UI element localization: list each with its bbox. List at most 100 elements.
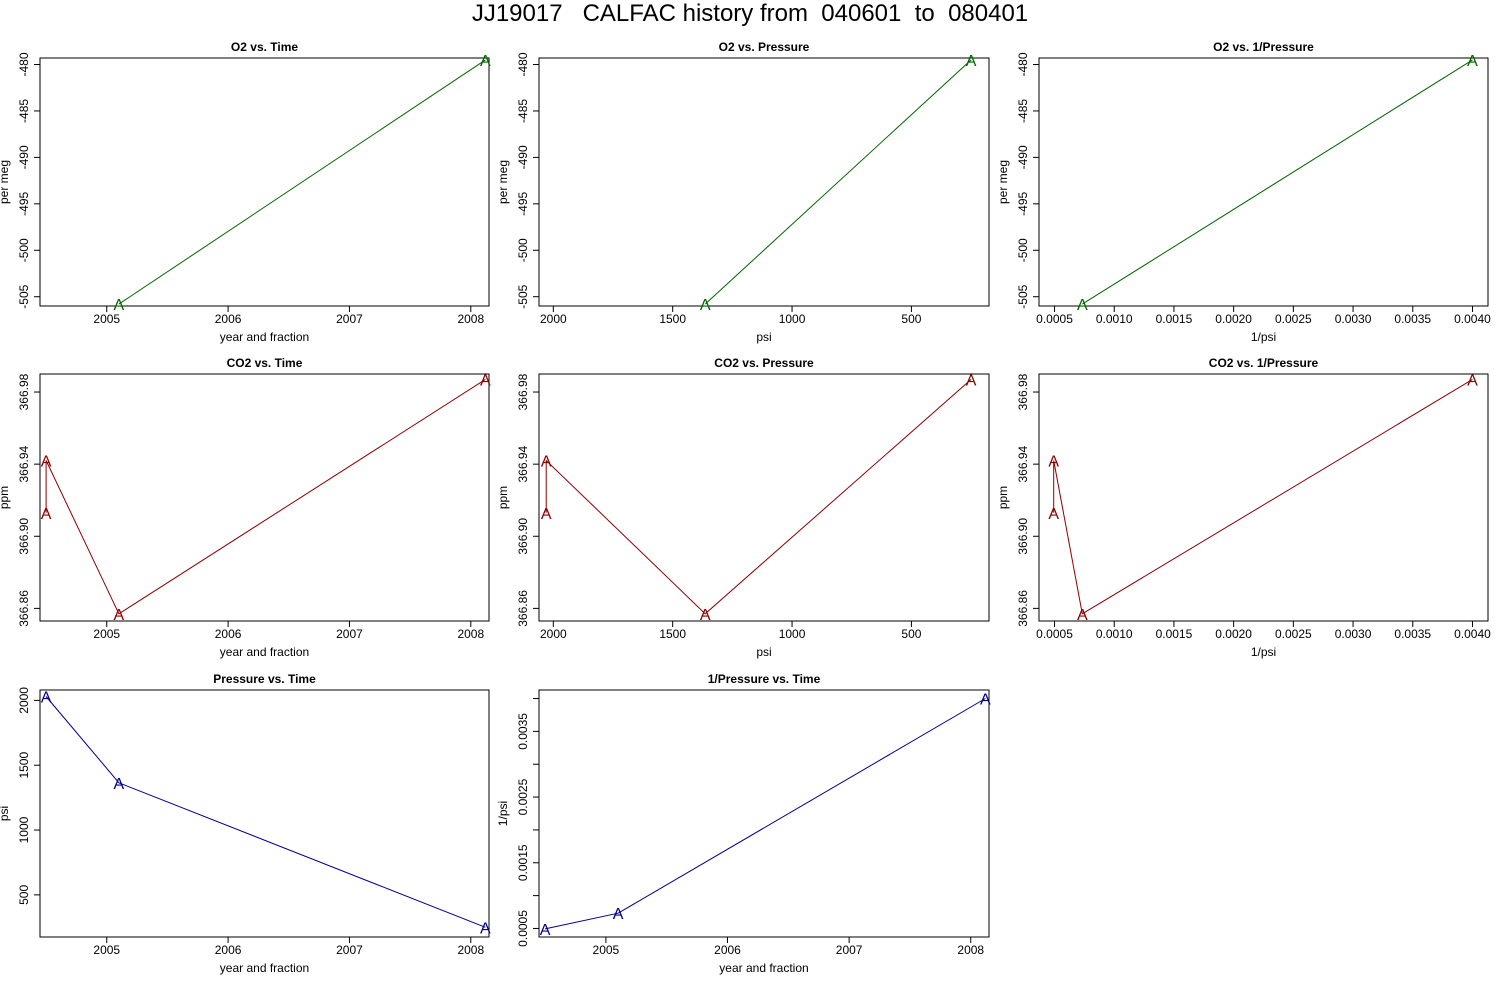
- x-axis-label: psi: [756, 330, 771, 344]
- data-point-marker: A: [980, 692, 991, 709]
- y-tick-label: -480: [17, 52, 31, 76]
- y-axis-label: per meg: [0, 160, 11, 204]
- series-line: [45, 378, 486, 615]
- plot-frame: [1038, 57, 1489, 307]
- x-tick-label: 500: [901, 627, 921, 641]
- x-tick-label: 1500: [659, 312, 686, 326]
- chart-panel-3: O2 vs. 1/Pressure 0.0005 0.0010 0.0015 0.002…: [996, 40, 1491, 344]
- series-line: [1053, 378, 1473, 615]
- x-axis-label: 1/psi: [1251, 330, 1276, 344]
- series-line: [45, 696, 486, 928]
- data-point-marker: A: [1077, 297, 1088, 314]
- data-point-marker: A: [480, 53, 491, 70]
- data-point-marker: A: [41, 689, 52, 706]
- chart-title: CO2 vs. Time: [227, 356, 303, 370]
- y-tick-label: 1000: [17, 816, 31, 843]
- data-point-marker: A: [700, 607, 711, 624]
- page-title: JJ19017 CALFAC history from 040601 to 08…: [471, 0, 1029, 27]
- y-tick-label: -485: [1016, 99, 1030, 123]
- x-tick-label: 2005: [93, 627, 120, 641]
- series-line: [545, 379, 972, 615]
- y-tick-label: -490: [1016, 145, 1030, 169]
- data-point-marker: A: [1077, 607, 1088, 624]
- y-axis-label: psi: [0, 806, 11, 821]
- chart-title: O2 vs. Time: [231, 40, 298, 54]
- x-tick-label: 2005: [593, 943, 620, 957]
- y-tick-label: 500: [17, 885, 31, 905]
- y-tick-label: -495: [17, 191, 31, 215]
- data-point-marker: A: [41, 506, 52, 523]
- x-axis-label: year and fraction: [220, 330, 309, 344]
- data-point-marker: A: [613, 906, 624, 923]
- x-tick-label: 0.0040: [1454, 312, 1491, 326]
- y-axis-label: per meg: [996, 160, 1010, 204]
- y-tick-label: 366.98: [1016, 373, 1030, 410]
- data-point-marker: A: [966, 53, 977, 70]
- data-point-marker: A: [114, 607, 125, 624]
- x-tick-label: 2005: [93, 943, 120, 957]
- y-axis-label: per meg: [496, 160, 510, 204]
- x-tick-label: 2008: [457, 943, 484, 957]
- chart-title: CO2 vs. 1/Pressure: [1209, 356, 1319, 370]
- x-tick-label: 2008: [457, 312, 484, 326]
- data-point-marker: A: [541, 454, 552, 471]
- chart-title: O2 vs. 1/Pressure: [1213, 40, 1314, 54]
- x-tick-label: 2000: [540, 312, 567, 326]
- y-tick-label: 0.0035: [516, 713, 530, 750]
- x-tick-label: 2006: [215, 943, 242, 957]
- y-tick-label: 366.86: [516, 590, 530, 627]
- y-tick-label: -495: [516, 191, 530, 215]
- y-tick-label: -485: [516, 99, 530, 123]
- plot-frame: [1038, 373, 1489, 622]
- y-tick-label: 366.98: [17, 373, 31, 410]
- x-axis-label: year and fraction: [220, 645, 309, 659]
- y-tick-label: -500: [516, 238, 530, 262]
- x-tick-label: 0.0025: [1275, 627, 1312, 641]
- y-axis-label: 1/psi: [496, 801, 510, 826]
- data-point-marker: A: [541, 506, 552, 523]
- y-tick-label: 366.98: [516, 373, 530, 410]
- x-tick-label: 0.0030: [1335, 627, 1372, 641]
- chart-panel-6: CO2 vs. 1/Pressure 0.0005 0.0010 0.0015 0.00…: [996, 356, 1491, 659]
- x-tick-label: 2007: [336, 627, 363, 641]
- x-tick-label: 2008: [957, 943, 984, 957]
- y-tick-label: 0.0025: [516, 778, 530, 815]
- y-tick-label: 366.86: [17, 590, 31, 627]
- data-point-marker: A: [1467, 53, 1478, 70]
- y-axis-label: ppm: [496, 486, 510, 509]
- x-tick-label: 0.0030: [1335, 312, 1372, 326]
- plot-frame: [538, 689, 990, 938]
- chart-title: O2 vs. Pressure: [719, 40, 810, 54]
- data-point-marker: A: [540, 922, 551, 939]
- y-tick-label: -500: [1016, 238, 1030, 262]
- x-tick-label: 1500: [659, 627, 686, 641]
- x-tick-label: 2005: [93, 312, 120, 326]
- y-axis-label: ppm: [0, 486, 11, 509]
- x-tick-label: 2006: [215, 312, 242, 326]
- chart-panel-8: 1/Pressure vs. Time 2005 2006 2007 2008 0.000…: [496, 672, 991, 975]
- x-tick-label: 0.0005: [1036, 312, 1073, 326]
- x-tick-label: 2007: [336, 943, 363, 957]
- x-tick-label: 0.0015: [1156, 312, 1193, 326]
- series-line: [1082, 59, 1473, 305]
- chart-panel-7: Pressure vs. Time 2005 2006 2007 2008 500 1000…: [0, 672, 491, 975]
- chart-panel-1: O2 vs. Time 2005 2006 2007 2008 -505 -500 -495 -…: [0, 40, 491, 344]
- data-point-marker: A: [1048, 454, 1059, 471]
- y-tick-label: 0.0015: [516, 844, 530, 881]
- x-tick-label: 2006: [215, 627, 242, 641]
- series-line: [118, 59, 486, 305]
- data-point-marker: A: [114, 297, 125, 314]
- x-axis-label: year and fraction: [220, 961, 309, 975]
- chart-title: 1/Pressure vs. Time: [708, 672, 821, 686]
- y-axis-label: ppm: [996, 486, 1010, 509]
- data-point-marker: A: [114, 776, 125, 793]
- x-tick-label: 0.0025: [1275, 312, 1312, 326]
- x-tick-label: 1000: [779, 627, 806, 641]
- x-tick-label: 2006: [714, 943, 741, 957]
- y-tick-label: 366.90: [1016, 518, 1030, 555]
- data-point-marker: A: [1467, 372, 1478, 389]
- x-tick-label: 0.0015: [1156, 627, 1193, 641]
- y-tick-label: -485: [17, 99, 31, 123]
- x-tick-label: 2007: [336, 312, 363, 326]
